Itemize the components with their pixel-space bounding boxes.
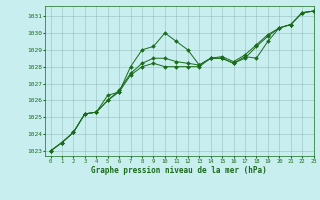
X-axis label: Graphe pression niveau de la mer (hPa): Graphe pression niveau de la mer (hPa) (91, 166, 267, 175)
